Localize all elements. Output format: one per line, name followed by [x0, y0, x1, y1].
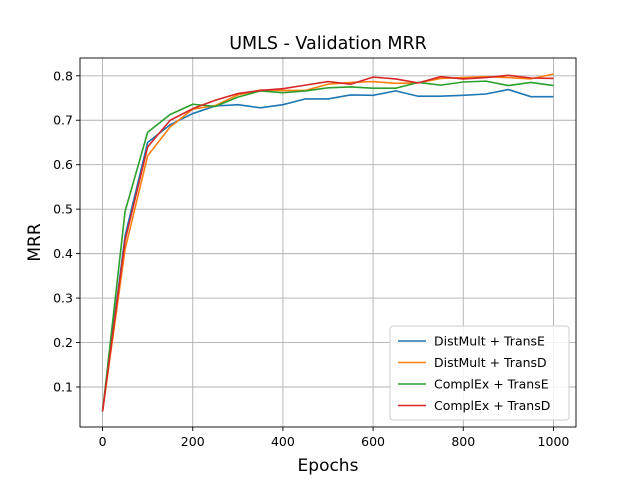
- y-tick-label: 0.7: [53, 113, 73, 128]
- y-tick-label: 0.5: [53, 202, 73, 217]
- ticks: 0 200 400 600 800 1000 0.1 0.2 0.3 0.4 0.5 0.6 0.7 0.…: [53, 68, 569, 449]
- y-tick-label: 0.6: [53, 157, 73, 172]
- y-tick-label: 0.4: [53, 246, 73, 261]
- y-tick-label: 0.2: [53, 335, 73, 350]
- grid: [80, 58, 576, 427]
- x-tick-label: 600: [361, 434, 385, 449]
- x-tick-label: 400: [271, 434, 295, 449]
- legend-label: ComplEx + TransD: [434, 398, 550, 413]
- y-tick-label: 0.3: [53, 291, 73, 306]
- series-line: [101, 73, 554, 412]
- x-tick-label: 1000: [538, 434, 570, 449]
- legend-label: DistMult + TransE: [434, 334, 545, 349]
- legend-box: [389, 325, 570, 421]
- series-line: [101, 80, 554, 412]
- chart-title: UMLS - Validation MRR: [229, 34, 427, 54]
- x-tick-label: 0: [99, 434, 107, 449]
- y-axis-label: MRR: [25, 223, 45, 261]
- legend-label: ComplEx + TransE: [434, 377, 549, 392]
- axes-frame: [79, 57, 577, 428]
- series-line: [101, 74, 554, 412]
- series-lines: [101, 73, 554, 412]
- y-tick-label: 0.1: [53, 379, 73, 394]
- x-tick-label: 200: [181, 434, 205, 449]
- legend-label: DistMult + TransD: [434, 355, 547, 370]
- y-tick-label: 0.8: [53, 68, 73, 83]
- x-tick-label: 800: [451, 434, 475, 449]
- legend: DistMult + TransE DistMult + TransD ComplE…: [389, 325, 570, 421]
- x-axis-label: Epochs: [298, 456, 359, 476]
